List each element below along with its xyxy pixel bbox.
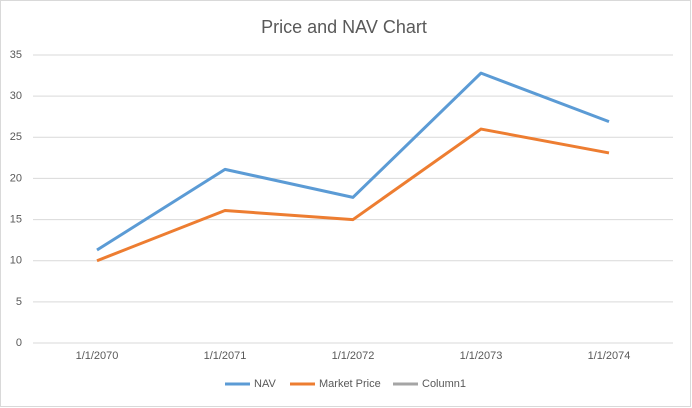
x-tick-label: 1/1/2071 [204, 350, 247, 362]
legend-label: Market Price [319, 378, 381, 390]
y-tick-label: 5 [16, 296, 22, 308]
y-tick-label: 35 [10, 49, 22, 61]
legend-label: Column1 [422, 378, 466, 390]
y-tick-label: 15 [10, 213, 22, 225]
y-tick-label: 30 [10, 90, 22, 102]
chart-title: Price and NAV Chart [261, 17, 427, 37]
x-tick-label: 1/1/2074 [588, 350, 631, 362]
y-tick-label: 25 [10, 131, 22, 143]
legend-label: NAV [254, 378, 276, 390]
series-line [96, 71, 610, 252]
y-tick-label: 20 [10, 172, 22, 184]
series-line [96, 127, 610, 263]
x-tick-label: 1/1/2072 [332, 350, 375, 362]
x-tick-label: 1/1/2070 [76, 350, 119, 362]
y-tick-label: 10 [10, 255, 22, 267]
x-tick-label: 1/1/2073 [460, 350, 503, 362]
y-tick-label: 0 [16, 337, 22, 349]
